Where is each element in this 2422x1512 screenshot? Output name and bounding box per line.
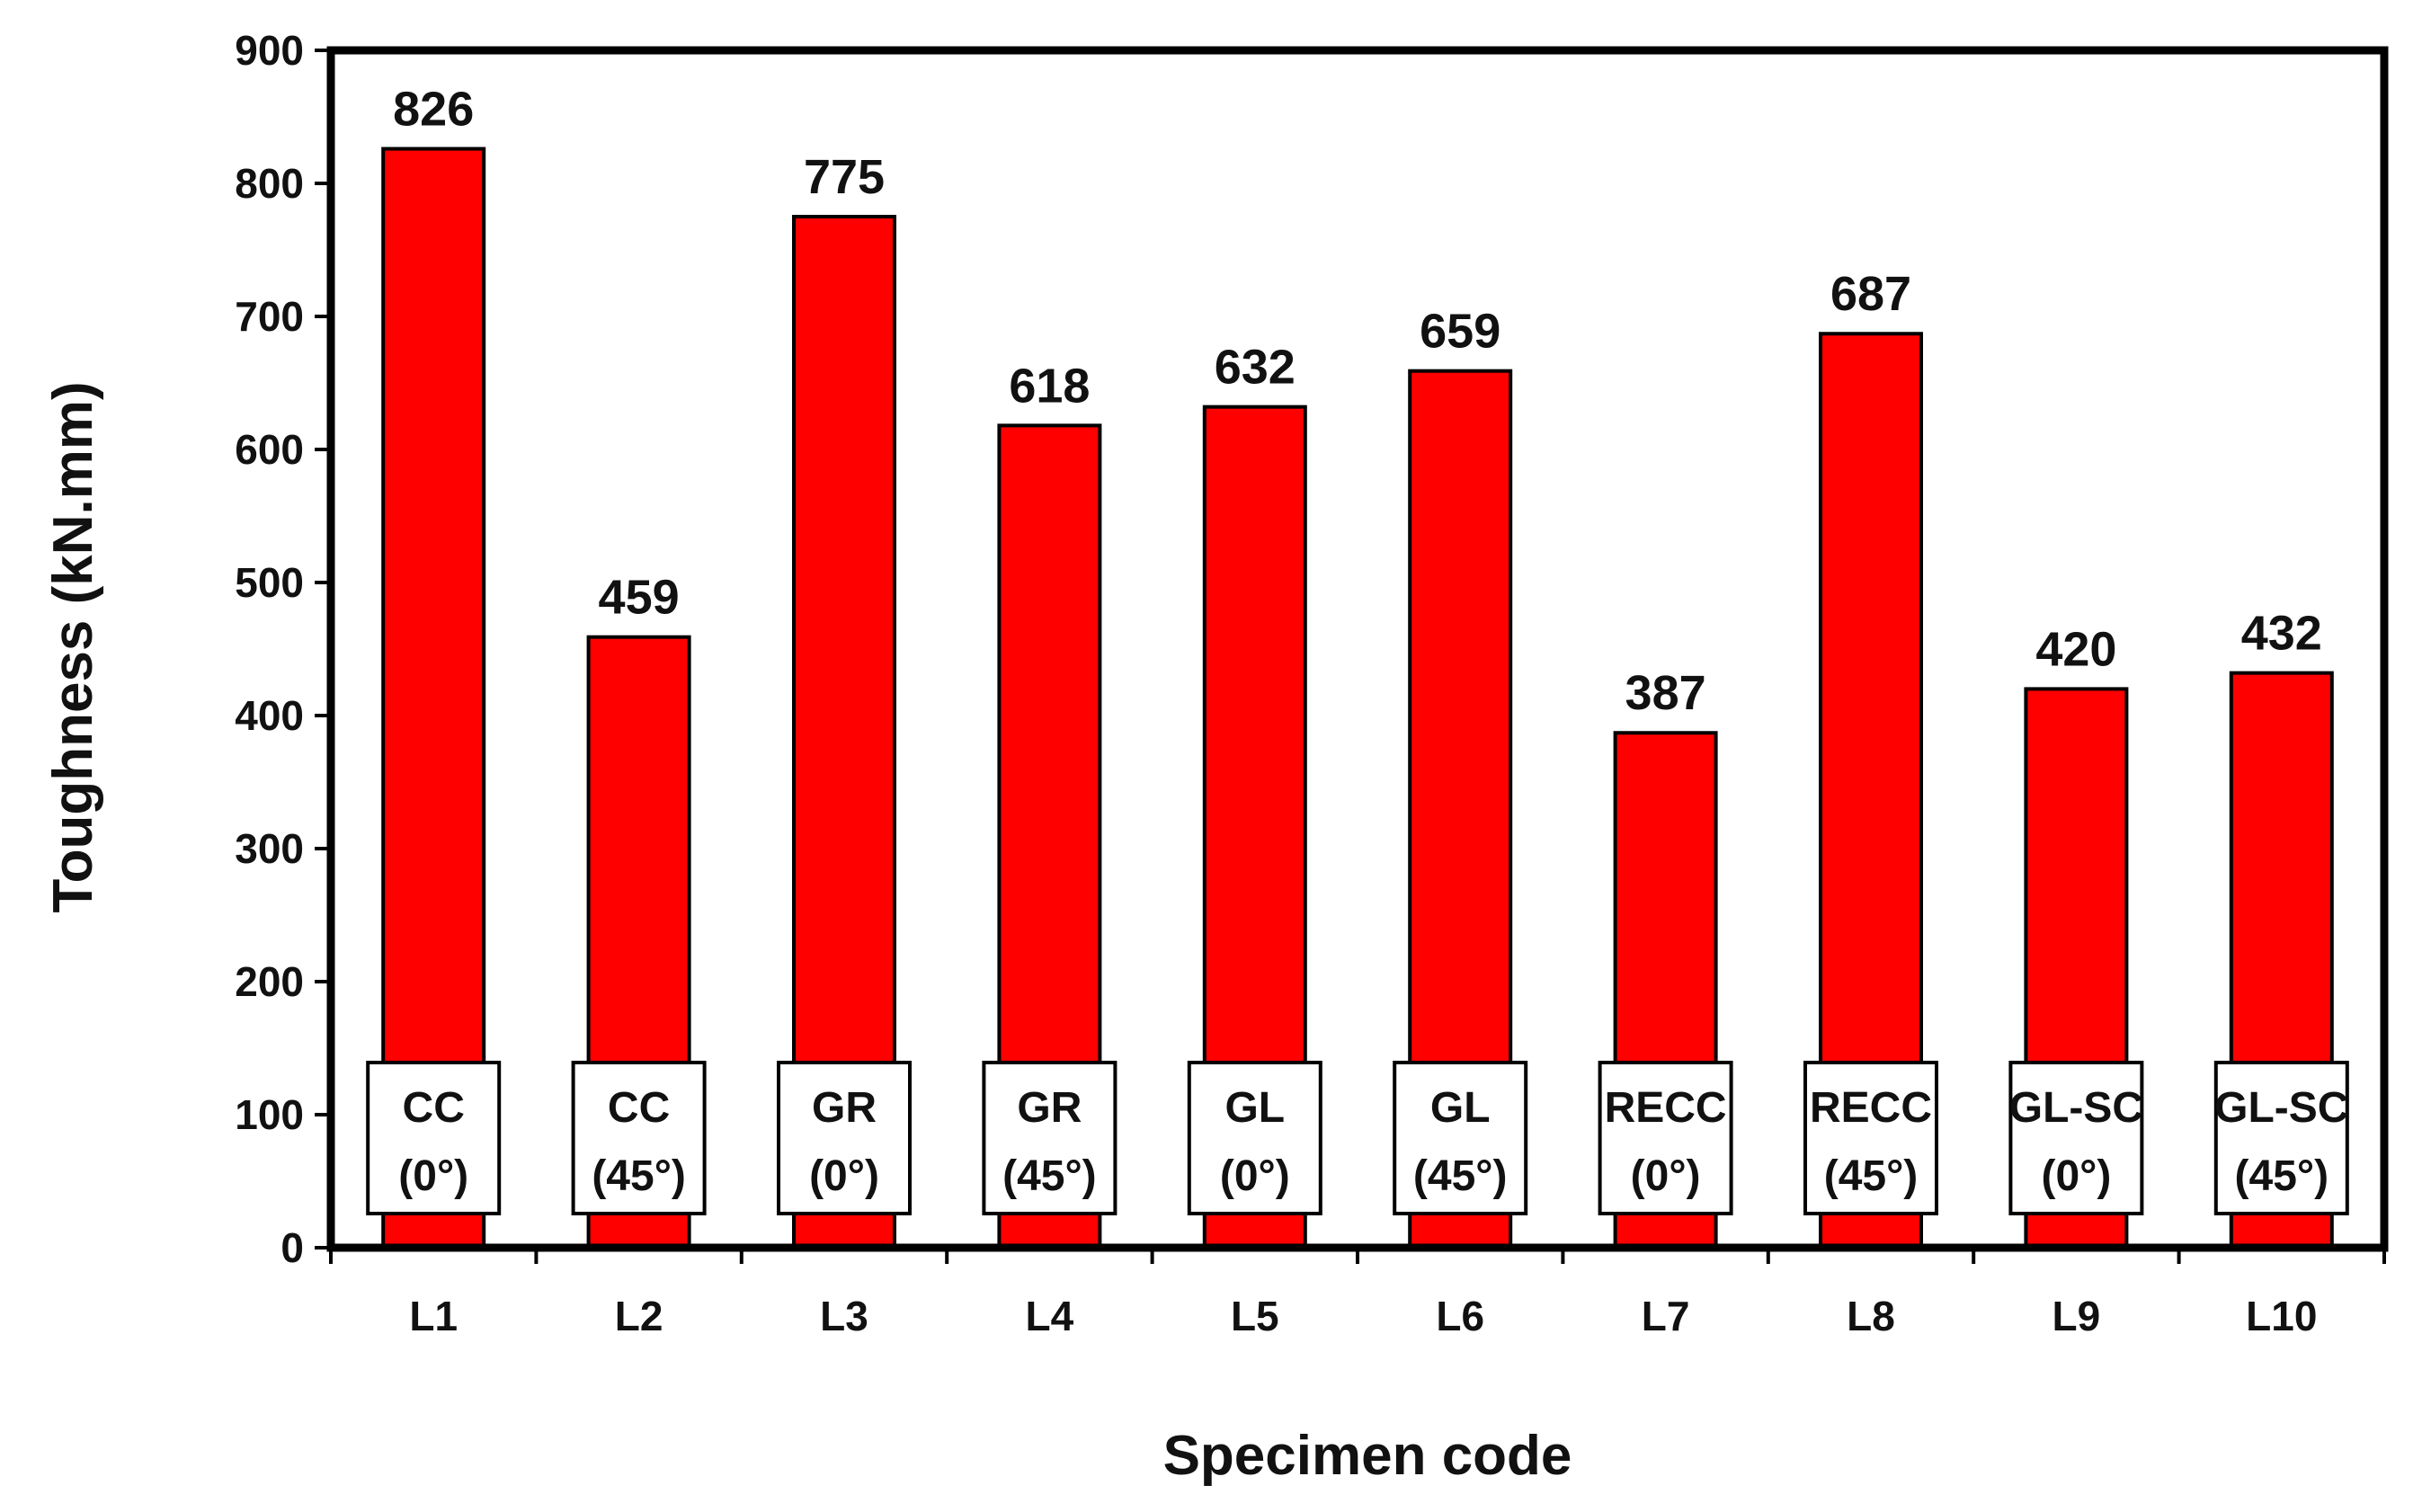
bar-value-label: 459 <box>599 571 680 625</box>
bar-value-label: 687 <box>1830 267 1911 321</box>
x-tick-label: L6 <box>1436 1293 1484 1339</box>
x-tick-label: L7 <box>1642 1293 1690 1339</box>
bar-value-label: 387 <box>1625 666 1706 720</box>
annotation-material: GL <box>1224 1084 1285 1132</box>
x-tick-label: L3 <box>820 1293 868 1339</box>
annotation-material: GR <box>1017 1084 1082 1132</box>
y-tick-label: 900 <box>235 27 304 74</box>
bar-value-label: 432 <box>2241 607 2322 661</box>
annotation-material: RECC <box>1605 1084 1727 1132</box>
annotation-material: GL-SC <box>2009 1084 2143 1132</box>
annotation-angle: (0°) <box>809 1152 879 1200</box>
annotation-angle: (45°) <box>2235 1152 2329 1200</box>
annotation-material: GL <box>1430 1084 1491 1132</box>
annotation-material: RECC <box>1810 1084 1932 1132</box>
x-tick-label: L8 <box>1847 1293 1895 1339</box>
x-tick-label: L9 <box>2052 1293 2101 1339</box>
plot-area: 0 100 200 300 400 500 600 700 800 900 826 CC (0°) L1 4… <box>235 27 2389 1339</box>
bar-value-label: 826 <box>393 83 474 137</box>
bar-value-label: 659 <box>1420 305 1500 359</box>
annotation-angle: (45°) <box>592 1152 686 1200</box>
y-tick-label: 300 <box>235 825 304 872</box>
y-tick-label: 400 <box>235 692 304 739</box>
y-tick-label: 600 <box>235 426 304 473</box>
annotation-angle: (45°) <box>1413 1152 1508 1200</box>
x-tick-label: L4 <box>1026 1293 1074 1339</box>
annotation-material: GL-SC <box>2214 1084 2348 1132</box>
annotation-box <box>1598 1061 1733 1215</box>
annotation-box <box>2213 1061 2349 1215</box>
annotation-material: CC <box>403 1084 465 1132</box>
bar-value-label: 775 <box>804 150 885 204</box>
annotation-box <box>1187 1061 1322 1215</box>
bar-value-label: 618 <box>1009 359 1090 413</box>
annotation-box <box>777 1061 912 1215</box>
annotation-angle: (45°) <box>1002 1152 1097 1200</box>
x-tick-label: L10 <box>2246 1293 2317 1339</box>
annotation-angle: (0°) <box>398 1152 468 1200</box>
y-tick-label: 500 <box>235 559 304 606</box>
x-tick-label: L1 <box>409 1293 458 1339</box>
y-tick-label: 200 <box>235 958 304 1005</box>
bar-value-label: 420 <box>2035 622 2116 676</box>
y-tick-label: 700 <box>235 293 304 340</box>
y-axis-title: Toughness (kN.mm) <box>42 381 104 912</box>
annotation-box <box>571 1061 707 1215</box>
annotation-material: CC <box>608 1084 670 1132</box>
annotation-angle: (0°) <box>2041 1152 2111 1200</box>
plot-frame <box>326 46 2389 1252</box>
annotation-angle: (45°) <box>1824 1152 1919 1200</box>
annotation-angle: (0°) <box>1220 1152 1290 1200</box>
x-tick-label: L2 <box>615 1293 663 1339</box>
annotation-box <box>2008 1061 2144 1215</box>
y-tick-label: 100 <box>235 1091 304 1138</box>
annotation-box <box>1803 1061 1938 1215</box>
y-tick-label: 800 <box>235 160 304 207</box>
bar-value-label: 632 <box>1215 341 1296 395</box>
y-tick-label: 0 <box>280 1224 304 1271</box>
x-tick-label: L5 <box>1231 1293 1279 1339</box>
annotation-angle: (0°) <box>1631 1152 1701 1200</box>
annotation-box <box>366 1061 502 1215</box>
x-axis-title: Specimen code <box>1163 1425 1572 1487</box>
annotation-box <box>982 1061 1118 1215</box>
annotation-material: GR <box>812 1084 877 1132</box>
annotation-box <box>1393 1061 1528 1215</box>
